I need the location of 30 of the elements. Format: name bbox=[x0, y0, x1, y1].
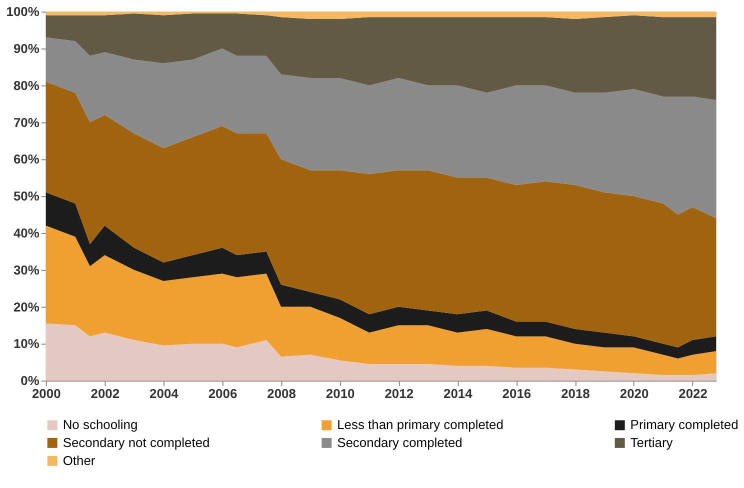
x-tick-label: 2022 bbox=[678, 386, 708, 402]
y-tick-label: 40% bbox=[13, 226, 40, 240]
legend-label: Primary completed bbox=[630, 417, 738, 432]
y-tick-label: 70% bbox=[13, 114, 40, 130]
legend-label: Secondary not completed bbox=[62, 434, 210, 450]
x-tick-label: 2016 bbox=[502, 386, 532, 402]
x-tick-label: 2006 bbox=[208, 386, 238, 402]
x-tick-label: 2002 bbox=[90, 386, 120, 402]
legend-label: Secondary completed bbox=[337, 434, 462, 450]
y-tick-label: 30% bbox=[13, 262, 40, 278]
legend-label: Other bbox=[62, 452, 96, 468]
y-tick-label: 50% bbox=[13, 188, 40, 204]
y-tick-label: 0% bbox=[20, 373, 40, 388]
x-tick-label: 2012 bbox=[384, 386, 414, 402]
x-tick-label: 2004 bbox=[150, 386, 180, 402]
x-tick-label: 2008 bbox=[267, 386, 296, 402]
x-tick-label: 2000 bbox=[32, 386, 61, 402]
x-tick-label: 2018 bbox=[561, 386, 590, 402]
y-tick-label: 10% bbox=[13, 336, 40, 352]
legend-label: Tertiary bbox=[630, 434, 674, 450]
legend-label: Less than primary completed bbox=[337, 417, 504, 432]
x-tick-label: 2014 bbox=[443, 386, 474, 402]
y-tick-label: 90% bbox=[13, 40, 40, 56]
x-tick-label: 2010 bbox=[326, 386, 355, 402]
y-tick-label: 100% bbox=[6, 4, 40, 20]
y-tick-label: 20% bbox=[13, 299, 40, 314]
y-tick-label: 60% bbox=[13, 152, 40, 167]
x-tick-label: 2020 bbox=[620, 386, 649, 402]
y-tick-label: 80% bbox=[13, 78, 40, 93]
legend-label: No schooling bbox=[62, 417, 138, 432]
